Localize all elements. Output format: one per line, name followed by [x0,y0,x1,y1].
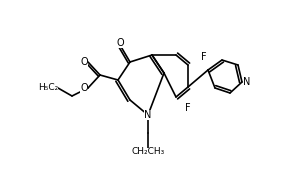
Text: F: F [185,103,191,113]
Text: F: F [201,52,207,62]
Text: O: O [80,57,88,67]
Text: H₅C₂: H₅C₂ [38,83,58,92]
Text: O: O [80,83,88,93]
Text: O: O [116,38,124,48]
Text: CH₂CH₃: CH₂CH₃ [131,148,165,157]
Text: N: N [243,77,251,87]
Text: N: N [144,110,152,120]
